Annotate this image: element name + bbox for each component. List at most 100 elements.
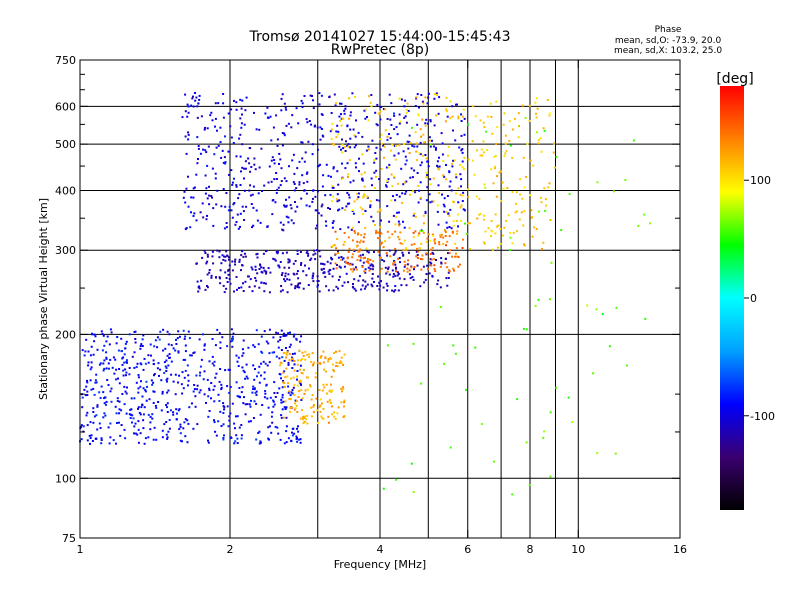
data-point [552,151,555,154]
data-point [259,263,261,266]
data-point [322,135,325,138]
data-point [240,126,243,129]
data-point [258,442,261,445]
data-point [372,220,375,223]
data-point [394,230,397,233]
data-point [213,421,216,424]
data-point [247,157,250,160]
data-point [386,284,389,287]
data-point [312,274,314,277]
data-point [316,249,318,252]
data-point [614,452,617,455]
data-point [350,268,352,271]
data-point [215,203,218,206]
data-point [458,146,461,149]
data-point [257,432,260,434]
data-point [121,350,123,352]
data-point [231,402,234,405]
data-point [241,113,243,116]
data-point [279,158,282,161]
data-point [242,282,244,285]
data-point [305,118,308,121]
data-point [317,212,320,215]
data-point [149,343,152,346]
data-point [376,237,379,240]
data-point [418,232,421,235]
data-point [448,214,451,217]
data-point [329,130,332,133]
data-point [550,261,553,264]
data-point [436,94,438,96]
data-point [100,330,103,333]
data-point [298,181,301,184]
data-point [457,187,460,190]
data-point [494,155,497,158]
data-point [286,375,289,378]
data-point [382,487,385,490]
data-point [437,223,440,226]
data-point [216,129,218,132]
data-points [79,92,651,496]
data-point [166,402,169,405]
data-point [177,409,180,412]
data-point [181,116,184,119]
data-point [153,374,155,377]
data-point [339,119,342,122]
data-point [388,133,390,135]
data-point [320,113,323,116]
data-point [379,118,382,121]
data-point [455,176,458,179]
data-point [316,190,319,193]
data-point [568,193,571,195]
data-point [340,361,343,364]
data-point [256,219,259,222]
data-point [319,255,322,258]
data-point [644,317,647,320]
x-tick-label: 4 [377,543,384,556]
data-point [139,432,142,435]
data-point [526,143,529,145]
data-point [311,364,314,367]
data-point [441,153,444,156]
data-point [403,105,406,108]
data-point [227,425,230,428]
data-point [378,288,381,291]
data-point [316,126,319,129]
data-point [399,261,401,264]
data-point [596,452,599,455]
data-point [416,93,419,96]
data-point [386,230,389,233]
data-point [281,228,284,231]
data-point [503,112,506,115]
data-point [452,201,455,204]
data-point [204,149,207,152]
data-point [393,290,395,293]
data-point [96,348,99,351]
data-point [461,200,464,202]
data-point [418,152,421,155]
data-point [281,408,284,411]
data-point [223,408,226,411]
data-point [267,267,270,270]
data-point [337,278,340,281]
data-point [239,133,242,136]
data-point [543,430,546,433]
data-point [123,403,126,406]
data-point [224,369,227,372]
data-point [308,205,311,208]
data-point [222,161,225,164]
data-point [382,246,385,249]
data-point [93,415,96,418]
data-point [353,230,356,233]
data-point [448,185,451,188]
data-point [284,400,287,403]
data-point [311,415,314,418]
data-point [433,240,436,243]
data-point [183,337,186,340]
data-point [145,380,148,383]
data-point [416,172,419,174]
data-point [341,117,344,120]
data-point [480,423,483,425]
data-point [142,427,145,430]
data-point [375,229,378,232]
